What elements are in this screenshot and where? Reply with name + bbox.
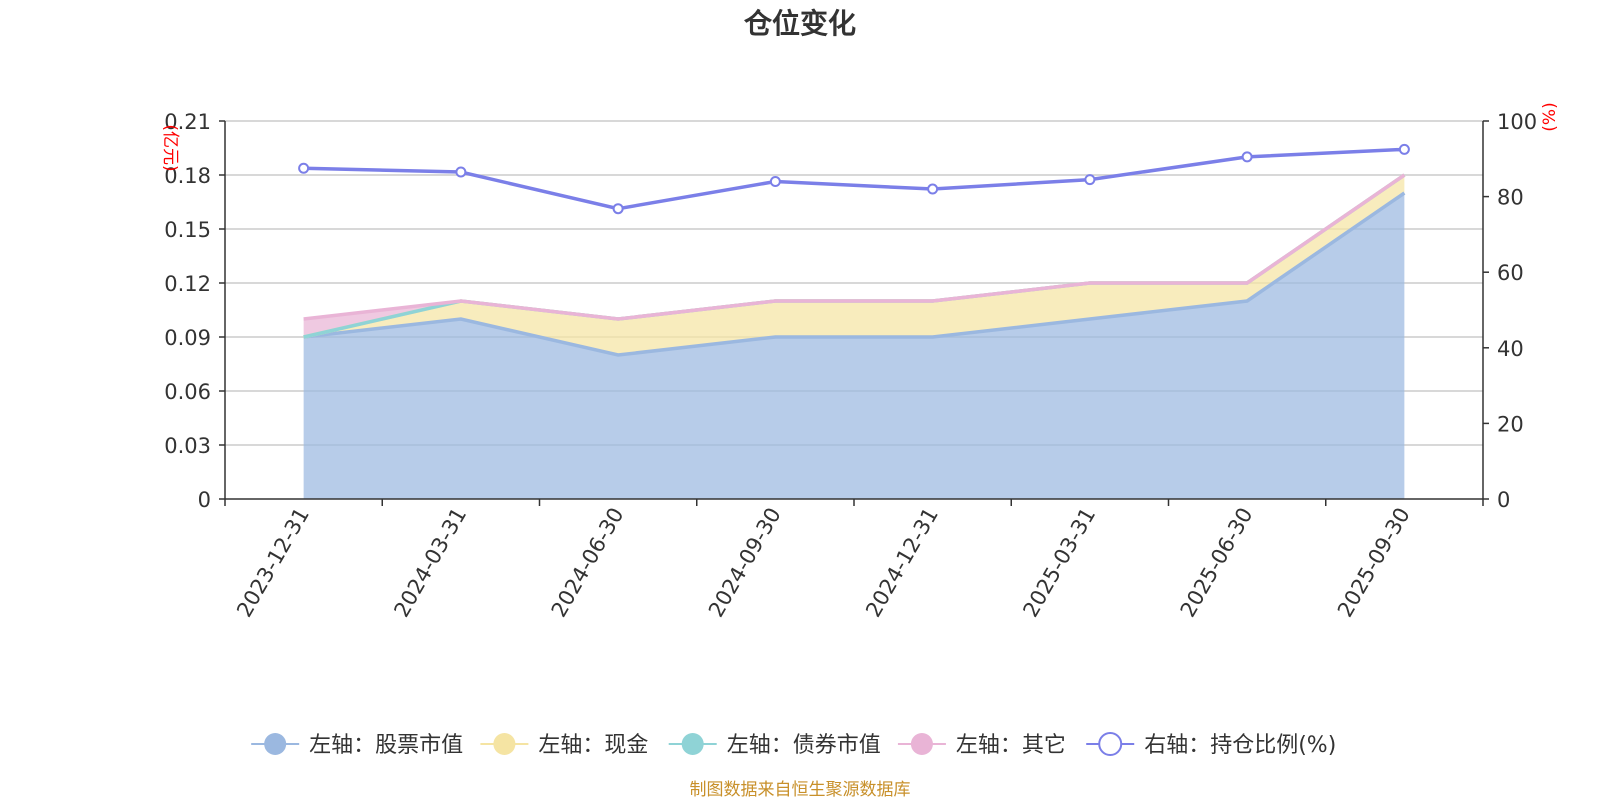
line-左轴：股票市值 — [303, 191, 1406, 357]
left-axis-tick-label: 0.15 — [164, 218, 211, 242]
holding-ratio-point[interactable] — [769, 175, 781, 187]
x-axis-tick-label: 2025-06-30 — [1176, 504, 1258, 622]
x-axis-tick-label: 2024-12-31 — [861, 504, 943, 622]
x-axis-tick-label: 2025-09-30 — [1333, 504, 1415, 622]
right-axis-tick-label: 60 — [1497, 261, 1524, 285]
legend-label: 左轴：现金 — [538, 733, 648, 758]
right-axis-tick-label: 100 — [1497, 110, 1537, 134]
right-axis-tick-label: 0 — [1497, 488, 1510, 512]
left-axis-tick-label: 0.12 — [164, 272, 211, 296]
holding-ratio-point[interactable] — [1084, 174, 1096, 186]
right-axis-unit: (%) — [1540, 102, 1560, 131]
line-左轴：其它 — [303, 173, 1406, 321]
legend-item[interactable]: 右轴：持仓比例(%) — [1086, 732, 1336, 758]
holding-ratio-point[interactable] — [1398, 143, 1410, 155]
x-axis-tick-label: 2024-06-30 — [547, 504, 629, 622]
legend-marker — [681, 733, 704, 755]
legend-item[interactable]: 左轴：股票市值 — [251, 733, 463, 758]
source-note: 制图数据来自恒生聚源数据库 — [689, 780, 911, 800]
legend-item[interactable]: 左轴：债券市值 — [668, 733, 881, 758]
legend-marker — [1098, 732, 1123, 756]
legend-marker — [493, 733, 516, 755]
legend[interactable]: 左轴：股票市值 左轴：现金 左轴：债券市值 左轴：其它 右轴：持仓比例(%) — [251, 732, 1336, 758]
legend-marker — [910, 733, 933, 755]
left-axis-tick-label: 0.09 — [164, 326, 211, 350]
left-axis-unit: (亿元) — [160, 124, 180, 171]
series-lines — [298, 143, 1410, 357]
right-axis-tick-label: 20 — [1497, 412, 1524, 436]
x-axis-tick-label: 2025-03-31 — [1018, 504, 1100, 622]
legend-label: 右轴：持仓比例(%) — [1144, 733, 1336, 758]
holding-ratio-point[interactable] — [298, 162, 310, 174]
legend-item[interactable]: 左轴：现金 — [480, 733, 648, 758]
left-axis-tick-label: 0.21 — [164, 110, 211, 134]
legend-label: 左轴：其它 — [956, 733, 1066, 758]
left-axis-tick-label: 0 — [198, 488, 211, 512]
legend-item[interactable]: 左轴：其它 — [897, 733, 1066, 758]
legend-label: 左轴：债券市值 — [727, 733, 881, 758]
x-axis-tick-label: 2024-03-31 — [389, 504, 471, 622]
legend-label: 左轴：股票市值 — [309, 733, 463, 758]
right-axis-tick-label: 40 — [1497, 337, 1524, 361]
area-左轴：股票市值 — [303, 193, 1405, 499]
holding-ratio-point[interactable] — [927, 183, 939, 195]
stacked-areas — [303, 175, 1405, 499]
x-axis-tick-label: 2024-09-30 — [704, 504, 786, 622]
left-axis-tick-label: 0.06 — [164, 380, 211, 404]
holding-ratio-point[interactable] — [1241, 151, 1253, 163]
x-axis-tick-label: 2023-12-31 — [232, 504, 314, 622]
left-axis-tick-label: 0.18 — [164, 164, 211, 188]
legend-marker — [264, 733, 287, 755]
right-axis-tick-label: 80 — [1497, 186, 1524, 210]
holding-ratio-point[interactable] — [612, 203, 624, 215]
area-左轴：现金 — [303, 175, 1405, 355]
left-axis-tick-label: 0.03 — [164, 434, 211, 458]
line-holding-ratio — [303, 147, 1405, 211]
holding-ratio-point[interactable] — [455, 166, 467, 178]
chart-title: 仓位变化 — [743, 7, 856, 40]
